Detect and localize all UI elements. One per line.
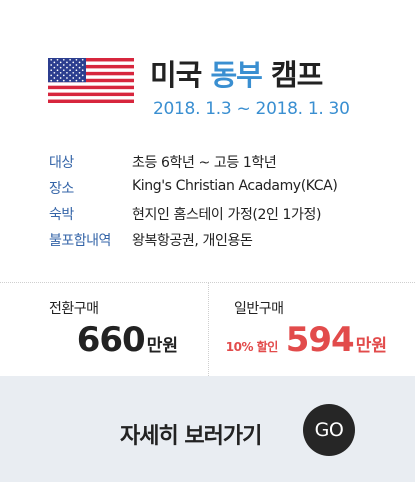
discount-badge: 10% 할인 [225, 340, 278, 354]
title-country: 미국 [150, 58, 202, 92]
title-camp: 캠프 [270, 58, 323, 92]
info-row-target: 대상 초등 6학년 ~ 고등 1학년 [49, 150, 389, 176]
info-row-location: 장소 King's Christian Acadamy(KCA) [49, 176, 389, 202]
info-value: 초등 6학년 ~ 고등 1학년 [132, 155, 277, 171]
title-region: 동부 [210, 58, 262, 92]
info-value: 현지인 홈스테이 가정(2인 1가정) [132, 207, 322, 223]
info-value: King's Christian Acadamy(KCA) [132, 178, 338, 194]
card-header: 미국 동부 캠프 2018. 1.3 ~ 2018. 1. 30 [0, 0, 415, 140]
info-row-lodging: 숙박 현지인 홈스테이 가정(2인 1가정) [49, 202, 389, 228]
transfer-purchase-label: 전환구매 [49, 301, 99, 317]
more-details-bar[interactable]: 자세히 보러가기 GO [0, 376, 415, 482]
general-price: 10% 할인 594 만원 [226, 320, 387, 360]
transfer-price-unit: 만원 [146, 336, 178, 356]
info-label: 장소 [49, 181, 74, 197]
info-label: 불포함내역 [49, 233, 111, 249]
transfer-price-value: 660 [76, 320, 146, 360]
general-purchase-label: 일반구매 [234, 301, 284, 317]
page-title: 미국 동부 캠프 [150, 52, 323, 94]
transfer-price: 660 만원 [77, 320, 178, 360]
info-label: 숙박 [49, 207, 74, 223]
price-divider [208, 283, 209, 376]
more-details-link[interactable]: 자세히 보러가기 [120, 424, 262, 449]
general-price-value: 594 [285, 320, 355, 360]
camp-info-list: 대상 초등 6학년 ~ 고등 1학년 장소 King's Christian A… [49, 150, 389, 254]
info-value: 왕복항공권, 개인용돈 [132, 233, 253, 249]
general-price-unit: 만원 [355, 336, 387, 356]
go-button[interactable]: GO [303, 404, 355, 456]
us-flag-icon [48, 58, 134, 103]
info-row-excluded: 불포함내역 왕복항공권, 개인용돈 [49, 228, 389, 254]
section-divider [0, 282, 415, 283]
info-label: 대상 [49, 155, 74, 171]
camp-dates: 2018. 1.3 ~ 2018. 1. 30 [153, 99, 350, 119]
